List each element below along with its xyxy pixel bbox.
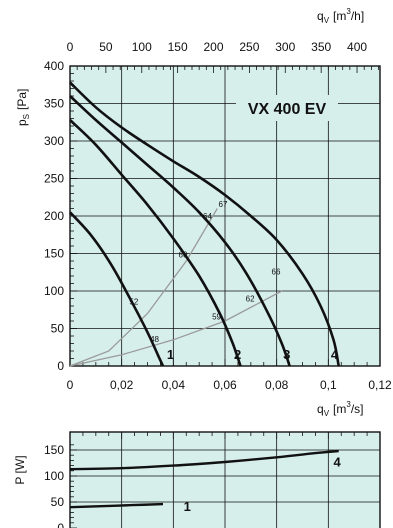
efficiency-label: 52 bbox=[129, 298, 138, 307]
fan-curve-labels: 1 2 3 4 bbox=[167, 347, 339, 362]
x-tick-label: 0,06 bbox=[213, 378, 237, 392]
fan-curve-1 bbox=[69, 211, 165, 367]
fan-curve-label: 4 bbox=[331, 347, 339, 362]
y-tick-label: 50 bbox=[51, 322, 65, 336]
power-curve-label: 1 bbox=[184, 499, 191, 514]
top-x-tick-label: 200 bbox=[204, 40, 224, 54]
y-tick-label: 100 bbox=[44, 284, 64, 298]
y-tick-label: 400 bbox=[44, 59, 64, 73]
power-curves bbox=[69, 449, 339, 509]
system-curve bbox=[69, 290, 283, 367]
top-x-tick-label: 50 bbox=[99, 40, 113, 54]
top-x-tick-label: 250 bbox=[239, 40, 259, 54]
y-tick-label: 200 bbox=[44, 209, 64, 223]
fan-curves bbox=[69, 81, 340, 367]
y-tick-labels: 0 50 100 150 200 250 300 350 400 bbox=[44, 59, 64, 373]
power-curve-labels: 14 bbox=[184, 454, 342, 514]
x-tick-label: 0,12 bbox=[368, 378, 392, 392]
top-x-tick-label: 100 bbox=[132, 40, 152, 54]
efficiency-label: 66 bbox=[272, 268, 281, 277]
top-x-tick-label: 300 bbox=[275, 40, 295, 54]
top-x-tick-labels: 0 50 100 150 200 250 300 350 400 bbox=[67, 40, 368, 54]
chart-title: VX 400 EV bbox=[248, 101, 327, 118]
power-y-axis-label: P [W] bbox=[13, 455, 27, 484]
y-tick-label: 250 bbox=[44, 172, 64, 186]
power-y-tick-label: 0 bbox=[57, 521, 64, 528]
y-tick-label: 150 bbox=[44, 247, 64, 261]
bottom-x-tick-labels: 0 0,02 0,04 0,06 0,08 0,1 0,12 bbox=[67, 378, 392, 392]
x-tick-label: 0 bbox=[67, 378, 74, 392]
x-tick-label: 0,02 bbox=[110, 378, 134, 392]
top-x-tick-label: 350 bbox=[311, 40, 331, 54]
efficiency-label: 67 bbox=[219, 200, 228, 209]
main-ticks bbox=[69, 65, 381, 367]
efficiency-label: 64 bbox=[203, 212, 212, 221]
y-tick-label: 350 bbox=[44, 97, 64, 111]
efficiency-label: 48 bbox=[150, 335, 159, 344]
power-curve-4 bbox=[69, 449, 339, 471]
system-curves bbox=[69, 208, 283, 367]
fan-curve-2 bbox=[69, 119, 242, 367]
system-curve bbox=[69, 208, 218, 367]
power-curve-label: 4 bbox=[334, 454, 342, 469]
top-x-tick-label: 0 bbox=[67, 40, 74, 54]
bottom-x-axis-label: qV [m3/s] bbox=[317, 400, 364, 418]
top-x-axis-label: qV [m3/h] bbox=[317, 7, 364, 25]
fan-curve-3 bbox=[69, 95, 291, 367]
fan-curve-label: 2 bbox=[234, 347, 241, 362]
x-tick-label: 0,08 bbox=[265, 378, 289, 392]
fan-curve-label: 1 bbox=[167, 347, 174, 362]
power-y-tick-labels: 0 50 100 150 bbox=[44, 443, 64, 528]
efficiency-labels: 67 64 60 52 48 59 62 66 bbox=[129, 200, 281, 344]
efficiency-label: 59 bbox=[212, 313, 221, 322]
fan-curve-label: 3 bbox=[283, 347, 290, 362]
y-tick-label: 300 bbox=[44, 134, 64, 148]
chart-title-box bbox=[236, 95, 338, 121]
power-y-tick-label: 50 bbox=[51, 495, 65, 509]
fan-curve-4 bbox=[69, 81, 340, 367]
efficiency-label: 60 bbox=[179, 250, 188, 259]
power-y-tick-label: 150 bbox=[44, 443, 64, 457]
power-y-tick-label: 100 bbox=[44, 469, 64, 483]
x-tick-label: 0,1 bbox=[320, 378, 337, 392]
power-ticks bbox=[69, 432, 381, 528]
main-y-axis-label: pS[Pa] bbox=[15, 89, 31, 126]
top-x-tick-label: 150 bbox=[168, 40, 188, 54]
y-tick-label: 0 bbox=[57, 359, 64, 373]
x-tick-label: 0,04 bbox=[162, 378, 186, 392]
top-x-tick-label: 400 bbox=[347, 40, 367, 54]
power-curve-1 bbox=[69, 502, 164, 509]
main-grid bbox=[70, 66, 380, 366]
efficiency-label: 62 bbox=[246, 295, 255, 304]
power-grid bbox=[70, 432, 380, 528]
